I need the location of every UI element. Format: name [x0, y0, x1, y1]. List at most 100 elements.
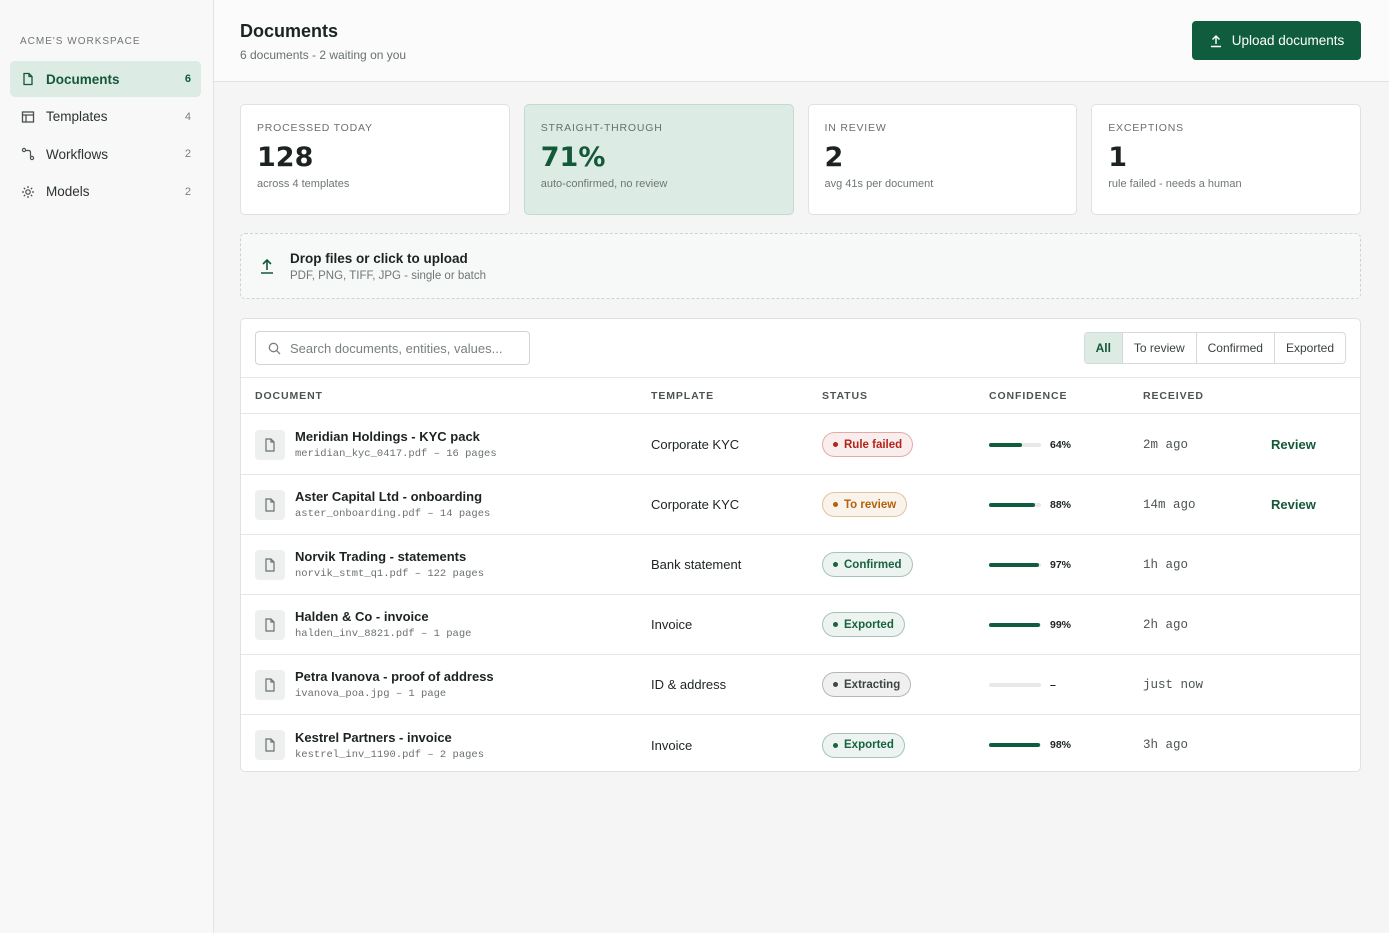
- status-label: Exported: [844, 618, 894, 631]
- column-header: DOCUMENT: [255, 389, 323, 402]
- status-dot: [833, 742, 838, 748]
- stat-value: 1: [1108, 142, 1128, 173]
- nav-item[interactable]: Documents 6: [10, 61, 201, 97]
- search-box[interactable]: Search documents, entities, values...: [255, 331, 530, 365]
- document-file: meridian_kyc_0417.pdf – 16 pages: [295, 448, 497, 460]
- status-cell: Confirmed: [822, 552, 989, 577]
- status-label: Rule failed: [844, 438, 903, 451]
- confidence-bar: [989, 442, 1023, 447]
- file-icon: [255, 429, 285, 460]
- stats: PROCESSED TODAY 128 across 4 templates STRA…: [240, 104, 1361, 215]
- table-row[interactable]: Meridian Holdings - KYC pack meridian_kyc…: [241, 415, 1360, 475]
- received: 2h ago: [1143, 617, 1189, 632]
- stat-note: avg 41s per document: [824, 178, 934, 190]
- column-header: RECEIVED: [1143, 389, 1204, 402]
- nav-icon: [22, 185, 34, 198]
- stat-value: 2: [824, 142, 844, 173]
- stat-label: IN REVIEW: [824, 122, 887, 134]
- confidence-cell: 64%: [989, 439, 1143, 451]
- upload-icon: [1210, 34, 1221, 47]
- search-placeholder: Search documents, entities, values...: [290, 340, 503, 356]
- review-link[interactable]: Review: [1271, 437, 1316, 452]
- column-header: STATUS: [822, 389, 868, 402]
- confidence-bar: [989, 622, 1041, 627]
- sidebar: ACME'S WORKSPACE Documents 6 Templates 4 Wor…: [0, 0, 214, 933]
- document-text: Meridian Holdings - KYC pack meridian_kyc…: [295, 429, 497, 460]
- status-pill: To review: [822, 492, 908, 517]
- table-row[interactable]: Petra Ivanova - proof of address ivanova_…: [241, 655, 1360, 715]
- status-pill: Exported: [822, 732, 905, 758]
- received: 14m ago: [1143, 497, 1196, 512]
- table-row[interactable]: Norvik Trading - statements norvik_stmt_q…: [241, 535, 1360, 595]
- status-dot: [833, 442, 838, 447]
- file-glyph: [265, 497, 275, 512]
- upload-button[interactable]: Upload documents: [1192, 21, 1361, 60]
- confidence-cell: 88%: [989, 499, 1143, 511]
- page-title: Documents: [240, 21, 339, 41]
- status-cell: Exported: [822, 732, 989, 758]
- header: Documents 6 documents - 2 waiting on you…: [214, 0, 1389, 82]
- drop-text: Drop files or click to upload PDF, PNG, …: [290, 251, 486, 282]
- stat-note: across 4 templates: [257, 178, 350, 190]
- status-dot: [833, 682, 838, 687]
- confidence-cell: 99%: [989, 619, 1143, 631]
- file-glyph: [265, 738, 275, 752]
- nav-label: Workflows: [46, 146, 109, 162]
- table-header: DOCUMENT TEMPLATE STATUS CONFIDENCE RECEIVED: [241, 377, 1360, 414]
- status-dot: [833, 562, 838, 567]
- nav-count: 2: [184, 185, 191, 198]
- column-header: TEMPLATE: [651, 389, 715, 402]
- filter-tab[interactable]: All: [1084, 333, 1122, 363]
- file-icon: [255, 669, 285, 700]
- review-link[interactable]: Review: [1271, 497, 1316, 512]
- confidence-label: 98%: [1050, 739, 1072, 751]
- nav-item[interactable]: Workflows 2: [10, 136, 201, 172]
- status-cell: To review: [822, 492, 989, 517]
- received: 2m ago: [1143, 437, 1189, 452]
- confidence-label: 88%: [1050, 498, 1072, 511]
- search-icon: [268, 342, 281, 354]
- document-name: Norvik Trading - statements: [295, 549, 467, 564]
- stat-label: PROCESSED TODAY: [257, 122, 373, 134]
- column-header: CONFIDENCE: [989, 389, 1068, 402]
- document-cell: Kestrel Partners - invoice kestrel_inv_11…: [255, 730, 651, 761]
- status-label: Confirmed: [844, 558, 902, 571]
- document-text: Halden & Co - invoice halden_inv_8821.pdf…: [295, 609, 471, 640]
- document-name: Kestrel Partners - invoice: [295, 729, 452, 745]
- stat-value: 128: [257, 142, 314, 173]
- template: Invoice: [651, 737, 693, 753]
- document-cell: Halden & Co - invoice halden_inv_8821.pdf…: [255, 609, 651, 640]
- upload-button-label: Upload documents: [1231, 33, 1345, 48]
- confidence-cell: 97%: [989, 559, 1143, 571]
- nav-item[interactable]: Models 2: [10, 174, 201, 210]
- document-text: Aster Capital Ltd - onboarding aster_onbo…: [295, 489, 490, 520]
- status-pill: Extracting: [822, 672, 912, 697]
- nav-label: Models: [46, 184, 90, 199]
- confidence-track: [989, 442, 1041, 447]
- confidence-bar: [989, 502, 1035, 507]
- documents-table: Search documents, entities, values... Al…: [240, 318, 1361, 772]
- dropzone[interactable]: Drop files or click to upload PDF, PNG, …: [240, 233, 1361, 299]
- status-pill: Rule failed: [822, 432, 914, 457]
- stat-note: rule failed - needs a human: [1108, 178, 1242, 190]
- document-file: aster_onboarding.pdf – 14 pages: [295, 508, 491, 520]
- drop-icon: [261, 258, 273, 274]
- confidence-track: [989, 682, 1041, 687]
- template: Corporate KYC: [651, 497, 740, 512]
- document-name: Meridian Holdings - KYC pack: [295, 429, 480, 444]
- file-glyph: [265, 437, 275, 452]
- template: Bank statement: [651, 557, 742, 572]
- filter-tab[interactable]: To review: [1121, 333, 1196, 363]
- nav-item[interactable]: Templates 4: [10, 99, 201, 135]
- received: 1h ago: [1143, 557, 1189, 572]
- filter-tab[interactable]: Exported: [1273, 333, 1345, 363]
- table-row[interactable]: Kestrel Partners - invoice kestrel_inv_11…: [241, 715, 1360, 771]
- filter-tab[interactable]: Confirmed: [1195, 333, 1274, 363]
- table-row[interactable]: Aster Capital Ltd - onboarding aster_onbo…: [241, 475, 1360, 535]
- document-text: Petra Ivanova - proof of address ivanova_…: [295, 669, 494, 700]
- document-cell: Meridian Holdings - KYC pack meridian_kyc…: [255, 429, 651, 460]
- table-row[interactable]: Halden & Co - invoice halden_inv_8821.pdf…: [241, 595, 1360, 655]
- stat-value: 71%: [540, 142, 606, 173]
- stat-note: auto-confirmed, no review: [540, 178, 668, 190]
